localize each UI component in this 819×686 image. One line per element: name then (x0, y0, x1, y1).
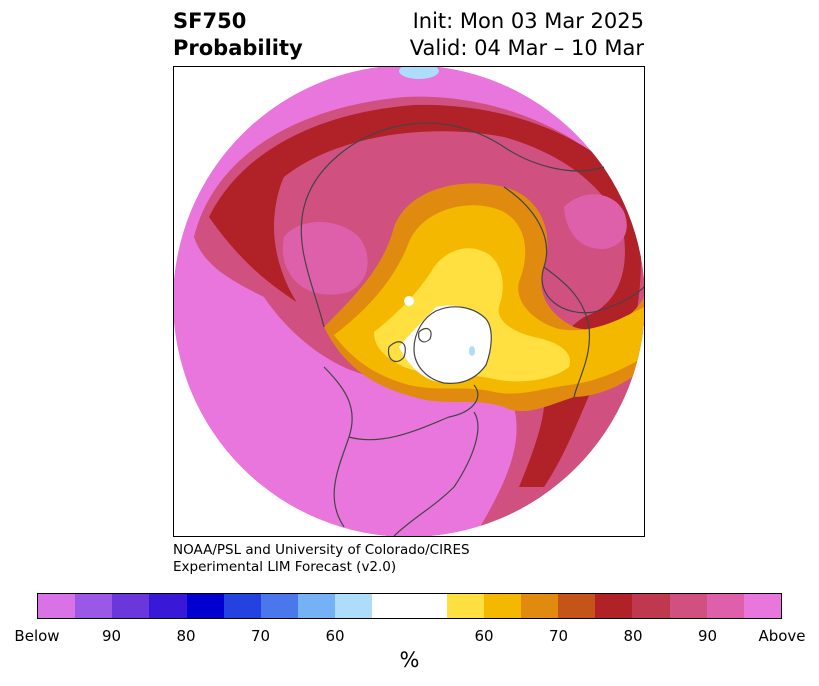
title-variable: SF750 (173, 9, 247, 33)
colorbar-segment (223, 594, 261, 618)
region-below-light (399, 67, 439, 79)
colorbar-label: % (399, 648, 420, 672)
credit-line-2: Experimental LIM Forecast (v2.0) (173, 559, 397, 575)
colorbar-tick-label: Above (758, 627, 806, 645)
colorbar-segment (335, 594, 373, 618)
colorbar-segment (558, 594, 596, 618)
coastline-eurasia (300, 122, 644, 328)
colorbar-tick-label: 60 (474, 627, 494, 645)
coastline-north-america (323, 366, 479, 536)
colorbar-segment (483, 594, 522, 618)
colorbar-segment (521, 594, 559, 618)
init-date: Init: Mon 03 Mar 2025 (412, 9, 644, 33)
colorbar-segment (186, 594, 224, 618)
colorbar-segment (743, 594, 782, 618)
colorbar-ticks: Below 90 80 70 60 60 70 80 90 Above (0, 627, 819, 647)
colorbar-segment (298, 594, 336, 618)
coastlines (300, 122, 644, 536)
colorbar-segment (632, 594, 670, 618)
credit-line-1: NOAA/PSL and University of Colorado/CIRE… (173, 542, 470, 558)
region-above-high-europe (564, 194, 627, 250)
region-near-normal-small (404, 296, 414, 306)
colorbar-tick-label: 80 (623, 627, 643, 645)
colorbar-tick-label: 70 (250, 627, 271, 645)
colorbar-tick-label: 80 (176, 627, 196, 645)
map-title: SF750 Probability (173, 8, 303, 62)
colorbar-segment (595, 594, 633, 618)
region-near-normal (399, 305, 492, 384)
colorbar-segment (75, 594, 113, 618)
colorbar-segment (446, 594, 484, 618)
forecast-dates: Init: Mon 03 Mar 2025 Valid: 04 Mar – 10… (410, 8, 644, 62)
colorbar-tick-label: 60 (325, 627, 345, 645)
colorbar-segment (112, 594, 150, 618)
colorbar-segment (38, 594, 76, 618)
title-product: Probability (173, 36, 303, 60)
region-above-high-asia (282, 222, 368, 295)
polar-map (174, 67, 644, 536)
coastline-arctic-islands (387, 327, 432, 362)
valid-range: Valid: 04 Mar – 10 Mar (409, 36, 644, 60)
colorbar-segment (149, 594, 187, 618)
colorbar-segment (260, 594, 299, 618)
map-panel (173, 66, 645, 537)
colorbar-segment (706, 594, 744, 618)
colorbar-tick-label: 90 (697, 627, 718, 645)
colorbar-segment (669, 594, 707, 618)
colorbar-tick-label: Below (14, 627, 60, 645)
colorbar-tick-label: 90 (101, 627, 122, 645)
colorbar-segment (372, 594, 447, 618)
coastline-greenland (413, 306, 492, 384)
colorbar (37, 593, 782, 619)
coastline-europe (543, 266, 591, 398)
credit-text: NOAA/PSL and University of Colorado/CIRE… (173, 542, 470, 576)
region-below-light-small (469, 346, 475, 356)
colorbar-tick-label: 70 (548, 627, 569, 645)
